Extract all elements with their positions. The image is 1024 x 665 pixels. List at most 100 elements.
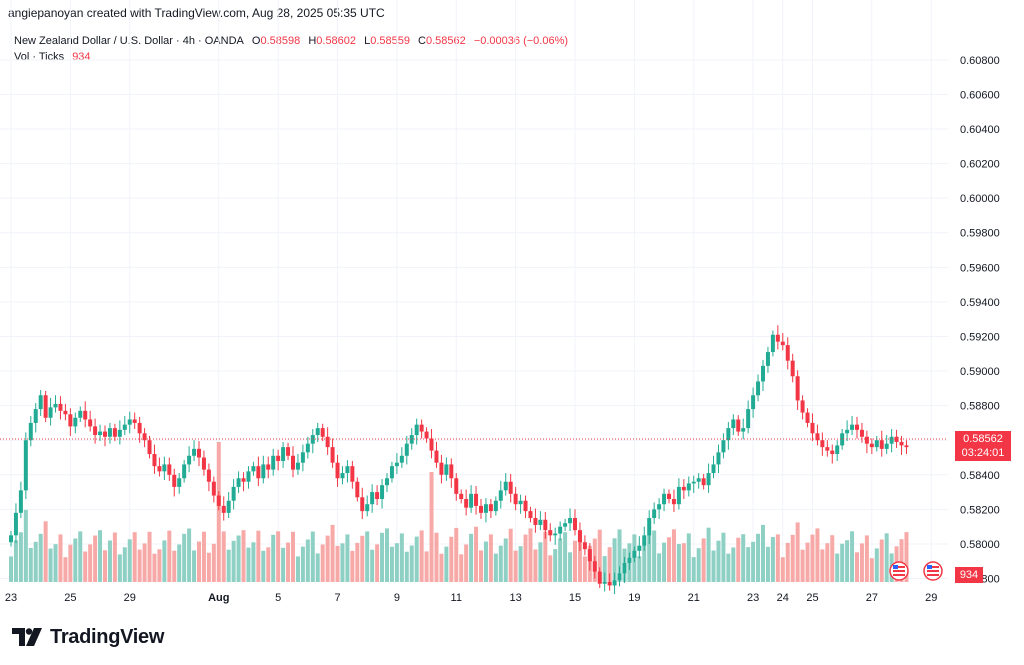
candle[interactable] <box>197 441 201 467</box>
candle[interactable] <box>711 455 716 479</box>
candle[interactable] <box>350 460 355 489</box>
candle[interactable] <box>508 473 513 503</box>
candle[interactable] <box>479 499 483 519</box>
candle[interactable] <box>162 456 167 480</box>
candle[interactable] <box>671 489 676 512</box>
candle[interactable] <box>855 416 859 439</box>
candle[interactable] <box>231 479 236 510</box>
candle[interactable] <box>563 518 568 531</box>
candle[interactable] <box>88 410 93 432</box>
candle[interactable] <box>365 495 370 517</box>
candle[interactable] <box>528 506 533 523</box>
candle[interactable] <box>765 346 770 373</box>
candle[interactable] <box>98 424 103 442</box>
candle[interactable] <box>577 522 582 551</box>
candle[interactable] <box>904 440 909 455</box>
candle[interactable] <box>300 444 305 472</box>
candle[interactable] <box>380 479 385 509</box>
us-flag-icon[interactable] <box>923 561 943 581</box>
candle[interactable] <box>488 499 493 519</box>
candle[interactable] <box>147 435 152 459</box>
candle[interactable] <box>469 485 474 513</box>
candle[interactable] <box>434 441 439 468</box>
candle[interactable] <box>13 503 18 544</box>
candle[interactable] <box>63 403 68 421</box>
candle[interactable] <box>548 523 553 542</box>
candle[interactable] <box>607 573 612 591</box>
candle[interactable] <box>835 440 840 461</box>
candle[interactable] <box>493 496 498 516</box>
candle[interactable] <box>617 566 622 587</box>
candle[interactable] <box>389 461 394 483</box>
candle[interactable] <box>33 403 38 433</box>
candle[interactable] <box>330 438 335 468</box>
candle[interactable] <box>122 416 127 436</box>
candle[interactable] <box>864 430 869 454</box>
candle[interactable] <box>667 489 671 504</box>
candle[interactable] <box>899 435 904 455</box>
candle[interactable] <box>642 526 647 551</box>
candle[interactable] <box>360 487 365 519</box>
candle[interactable] <box>513 486 518 511</box>
candle[interactable] <box>340 466 345 485</box>
candle[interactable] <box>830 444 835 464</box>
price-chart[interactable]: 0.60800 0.60600 0.60400 0.60200 0.60000 0.598… <box>0 0 1024 610</box>
candle[interactable] <box>761 359 765 391</box>
candle[interactable] <box>637 536 642 559</box>
candle[interactable] <box>483 498 488 523</box>
candle[interactable] <box>103 425 107 447</box>
candle[interactable] <box>602 572 607 592</box>
candle[interactable] <box>320 423 325 442</box>
candle[interactable] <box>424 427 429 443</box>
candle[interactable] <box>192 440 197 461</box>
candle[interactable] <box>276 449 281 471</box>
candle[interactable] <box>28 416 33 447</box>
candle[interactable] <box>889 428 894 453</box>
candle[interactable] <box>840 428 845 450</box>
candle[interactable] <box>597 567 602 589</box>
candle[interactable] <box>152 444 157 474</box>
candle[interactable] <box>647 510 652 544</box>
candle[interactable] <box>310 428 315 454</box>
candle[interactable] <box>800 395 805 420</box>
candle[interactable] <box>291 446 295 478</box>
candle[interactable] <box>414 418 419 445</box>
candle[interactable] <box>271 448 276 476</box>
candle[interactable] <box>132 412 137 429</box>
candle[interactable] <box>474 486 479 515</box>
candle[interactable] <box>845 420 850 442</box>
candle[interactable] <box>751 387 756 418</box>
candle[interactable] <box>43 390 48 423</box>
candle[interactable] <box>770 330 775 357</box>
candle[interactable] <box>305 436 310 459</box>
candle[interactable] <box>879 430 884 457</box>
candle[interactable] <box>315 422 320 442</box>
candle[interactable] <box>726 422 731 450</box>
candle[interactable] <box>216 491 221 511</box>
candle[interactable] <box>429 428 434 459</box>
candle[interactable] <box>256 456 261 487</box>
candle[interactable] <box>251 461 256 476</box>
candle[interactable] <box>681 479 686 500</box>
candle[interactable] <box>459 489 464 504</box>
candle[interactable] <box>894 429 899 448</box>
candle[interactable] <box>167 457 172 481</box>
candle[interactable] <box>335 454 340 487</box>
candle[interactable] <box>686 476 691 497</box>
candle[interactable] <box>736 415 741 436</box>
candle[interactable] <box>815 424 820 446</box>
candle[interactable] <box>201 450 206 476</box>
candle[interactable] <box>503 473 508 496</box>
candle[interactable] <box>117 420 122 445</box>
candle[interactable] <box>266 456 271 479</box>
candle[interactable] <box>746 400 751 434</box>
candle[interactable] <box>775 325 780 350</box>
candle[interactable] <box>543 511 548 539</box>
candle[interactable] <box>187 446 192 473</box>
candle[interactable] <box>533 508 538 533</box>
candle[interactable] <box>83 401 88 428</box>
candle[interactable] <box>206 463 211 492</box>
candle[interactable] <box>73 412 78 434</box>
candle[interactable] <box>780 333 785 351</box>
candle[interactable] <box>612 572 617 595</box>
